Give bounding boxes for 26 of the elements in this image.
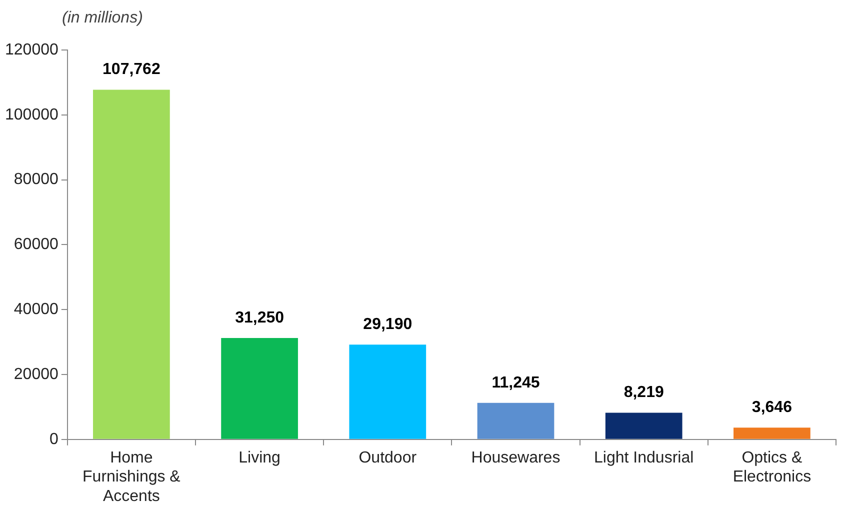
y-tick-label: 0 (49, 430, 58, 448)
x-tick-label: Living (238, 449, 280, 466)
bar (221, 338, 298, 439)
y-tick-label: 20000 (14, 366, 58, 383)
data-label: 107,762 (102, 61, 160, 78)
x-tick-label: Outdoor (358, 449, 418, 466)
y-tick-label: 60000 (14, 236, 58, 254)
y-tick-label: 100000 (5, 106, 58, 124)
bar (349, 344, 426, 439)
data-label: 3,646 (752, 398, 792, 416)
y-tick-label: 120000 (5, 41, 58, 58)
data-label: 8,219 (624, 384, 664, 402)
data-label: 11,245 (492, 374, 540, 392)
y-tick-label: 80000 (14, 171, 58, 188)
x-tick-label: Light Indusrial (594, 449, 694, 466)
bar (477, 402, 554, 439)
bar (734, 428, 810, 439)
x-tick-label: Housewares (471, 449, 560, 466)
x-tick-label: Home Furnishings & Accents (82, 449, 181, 505)
y-axis-title: (in millions) (62, 9, 143, 26)
bar (93, 90, 170, 439)
bar (605, 412, 682, 439)
data-label: 31,250 (235, 309, 284, 326)
y-tick-label: 40000 (14, 301, 58, 318)
data-label: 29,190 (363, 316, 412, 334)
x-tick-label: Optics & Electronics (732, 449, 812, 486)
